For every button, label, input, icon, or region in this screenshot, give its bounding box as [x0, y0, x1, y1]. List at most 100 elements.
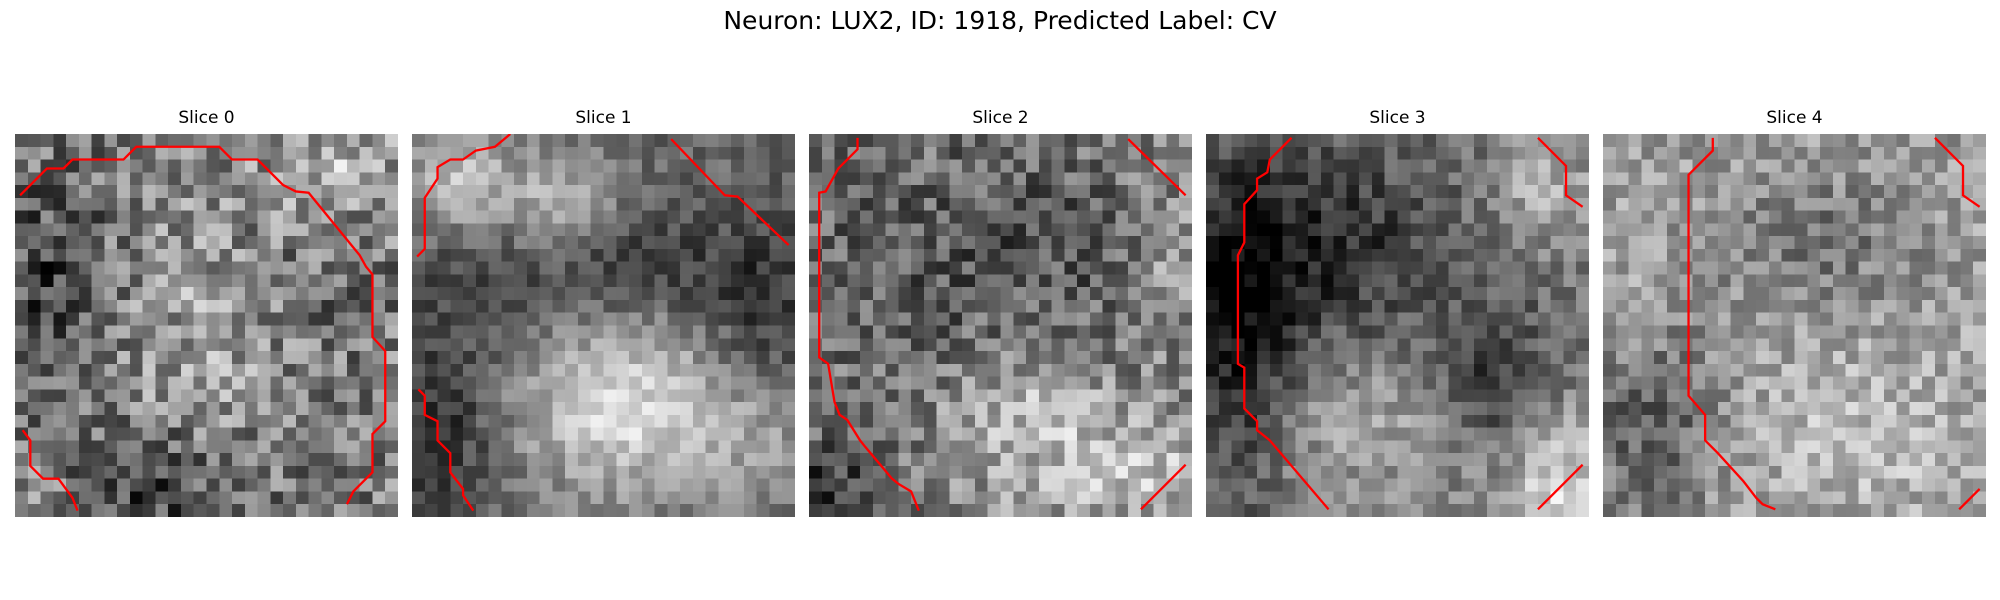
pixel-cell — [962, 363, 976, 377]
pixel-cell — [1525, 185, 1539, 199]
pixel-cell — [1026, 338, 1040, 352]
pixel-cell — [1089, 299, 1103, 313]
pixel-cell — [1628, 440, 1642, 454]
pixel-cell — [1871, 223, 1885, 237]
pixel-cell — [1077, 248, 1091, 262]
pixel-cell — [1858, 427, 1872, 441]
pixel-cell — [270, 504, 284, 517]
pixel-cell — [1499, 325, 1513, 339]
pixel-cell — [1359, 491, 1373, 505]
pixel-cell — [1115, 376, 1129, 390]
pixel-cell — [526, 414, 540, 428]
pixel-cell — [731, 287, 745, 301]
slice-1-contour-bottom-left — [417, 388, 475, 512]
pixel-cell — [1603, 325, 1617, 339]
pixel-cell — [1231, 453, 1245, 467]
pixel-cell — [1883, 134, 1897, 148]
pixel-cell — [1153, 274, 1167, 288]
pixel-cell — [987, 261, 1001, 275]
pixel-cell — [1679, 248, 1693, 262]
pixel-cell — [219, 491, 233, 505]
pixel-cell — [987, 159, 1001, 173]
pixel-cell — [219, 223, 233, 237]
pixel-cell — [1397, 440, 1411, 454]
pixel-cell — [219, 197, 233, 211]
pixel-cell — [1973, 504, 1986, 517]
pixel-cell — [437, 376, 451, 390]
pixel-cell — [450, 465, 464, 479]
pixel-cell — [1654, 465, 1668, 479]
pixel-cell — [270, 338, 284, 352]
pixel-cell — [142, 312, 156, 326]
pixel-cell — [1679, 274, 1693, 288]
pixel-cell — [1858, 236, 1872, 250]
pixel-cell — [821, 389, 835, 403]
pixel-cell — [232, 236, 246, 250]
pixel-cell — [1000, 427, 1014, 441]
pixel-cell — [308, 210, 322, 224]
pixel-cell — [1922, 223, 1936, 237]
pixel-cell — [1960, 427, 1974, 441]
pixel-cell — [1346, 134, 1360, 148]
pixel-cell — [1128, 236, 1142, 250]
pixel-cell — [1038, 414, 1052, 428]
pixel-cell — [1730, 223, 1744, 237]
pixel-cell — [1705, 236, 1719, 250]
pixel-cell — [705, 465, 719, 479]
pixel-cell — [1679, 478, 1693, 492]
pixel-cell — [1244, 159, 1258, 173]
pixel-cell — [1537, 223, 1551, 237]
pixel-cell — [1705, 312, 1719, 326]
pixel-cell — [809, 491, 823, 505]
pixel-cell — [104, 185, 118, 199]
pixel-cell — [1013, 146, 1027, 160]
pixel-cell — [1832, 172, 1846, 186]
pixel-cell — [424, 197, 438, 211]
pixel-cell — [1346, 261, 1360, 275]
pixel-cell — [577, 185, 591, 199]
pixel-cell — [1102, 197, 1116, 211]
pixel-cell — [654, 312, 668, 326]
pixel-cell — [1269, 351, 1283, 365]
pixel-cell — [295, 210, 309, 224]
pixel-cell — [295, 465, 309, 479]
pixel-cell — [834, 376, 848, 390]
pixel-cell — [1794, 351, 1808, 365]
pixel-cell — [437, 478, 451, 492]
pixel-cell — [1717, 427, 1731, 441]
pixel-cell — [206, 491, 220, 505]
pixel-cell — [872, 363, 886, 377]
pixel-cell — [142, 274, 156, 288]
pixel-cell — [872, 223, 886, 237]
pixel-cell — [1947, 478, 1961, 492]
pixel-cell — [1474, 351, 1488, 365]
pixel-cell — [244, 248, 258, 262]
pixel-cell — [1807, 465, 1821, 479]
pixel-cell — [1756, 427, 1770, 441]
pixel-cell — [1641, 440, 1655, 454]
pixel-cell — [257, 299, 271, 313]
pixel-cell — [1128, 453, 1142, 467]
pixel-cell — [78, 453, 92, 467]
pixel-cell — [385, 223, 398, 237]
pixel-cell — [629, 453, 643, 467]
pixel-cell — [1038, 427, 1052, 441]
pixel-cell — [1410, 389, 1424, 403]
pixel-cell — [1550, 478, 1564, 492]
pixel-cell — [1666, 287, 1680, 301]
pixel-cell — [654, 402, 668, 416]
pixel-cell — [526, 325, 540, 339]
pixel-cell — [782, 134, 795, 148]
pixel-cell — [1794, 325, 1808, 339]
pixel-cell — [782, 351, 795, 365]
pixel-cell — [1807, 159, 1821, 173]
pixel-cell — [15, 312, 29, 326]
pixel-cell — [1064, 453, 1078, 467]
pixel-cell — [450, 351, 464, 365]
pixel-cell — [1231, 210, 1245, 224]
pixel-cell — [1705, 504, 1719, 517]
pixel-cell — [1410, 414, 1424, 428]
pixel-cell — [1858, 274, 1872, 288]
pixel-cell — [1153, 402, 1167, 416]
pixel-cell — [53, 376, 67, 390]
